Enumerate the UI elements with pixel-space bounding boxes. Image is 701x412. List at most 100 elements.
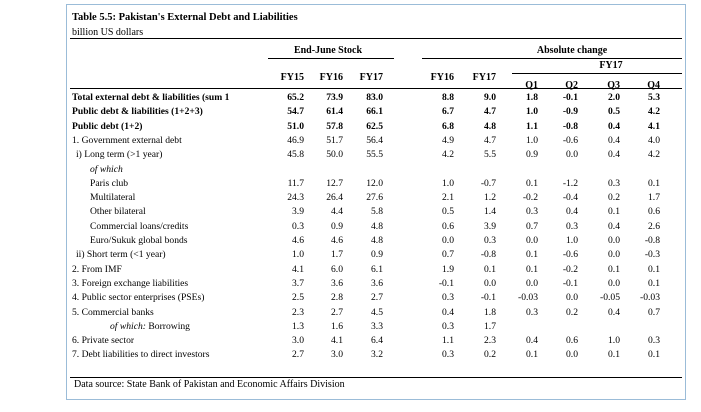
table-row: 3. Foreign exchange liabilities 3.7 3.6 3.6… [0, 278, 701, 291]
table-cell: 0.4 [608, 149, 620, 161]
table-cell: 4.6 [292, 235, 304, 246]
table-cell: 57.8 [326, 120, 343, 132]
table-cell: 2.5 [292, 292, 304, 304]
table-cell: 62.5 [366, 120, 383, 132]
table-cell: 0.1 [648, 177, 660, 189]
table-cell: 83.0 [366, 92, 383, 103]
table-cell: 0.0 [526, 235, 538, 246]
table-cell: 4.6 [331, 235, 343, 246]
change-group-header: Absolute change [536, 45, 608, 56]
row-label: 4. Public sector enterprises (PSEs) [72, 292, 205, 304]
table-cell: 1.0 [442, 177, 454, 189]
table-cell: 27.6 [366, 192, 383, 204]
table-cell: -0.2 [522, 192, 538, 204]
table-title: Table 5.5: Pakistan's External Debt and … [72, 12, 298, 23]
table-cell: 0.0 [566, 349, 578, 361]
table-cell: -0.8 [480, 249, 496, 261]
table-row: Public debt (1+2) 51.0 57.8 62.5 6.8 4.8 1.1 -0… [0, 121, 701, 134]
table-cell: -0.8 [562, 120, 578, 132]
table-cell: -0.2 [562, 263, 578, 275]
table-cell: 1.0 [566, 235, 578, 246]
row-label: Other bilateral [90, 206, 146, 218]
row-label: 7. Debt liabilities to direct investors [72, 349, 210, 361]
table-cell: 2.3 [292, 306, 304, 318]
table-cell: -0.3 [644, 249, 660, 261]
table-cell: 0.4 [608, 134, 620, 146]
table-cell: 2.1 [442, 192, 454, 204]
table-row: Paris club 11.7 12.7 12.0 1.0 -0.7 0.1 -1.2 0.3 0… [0, 178, 701, 191]
table-cell: -0.03 [640, 292, 660, 304]
table-cell: 2.7 [371, 292, 383, 304]
table-cell: 4.1 [648, 120, 660, 132]
table-cell: 1.1 [526, 120, 538, 132]
table-cell: 2.3 [484, 335, 496, 347]
table-cell: 5.5 [484, 149, 496, 161]
table-cell: 3.9 [484, 220, 496, 232]
table-cell: 6.1 [371, 263, 383, 275]
table-cell: 1.2 [484, 192, 496, 204]
stock-group-header: End-June Stock [293, 45, 363, 56]
table-cell: 1.3 [292, 320, 304, 332]
table-cell: 5.3 [648, 92, 660, 103]
table-cell: 0.4 [608, 120, 620, 132]
table-row: Euro/Sukuk global bonds 4.6 4.6 4.8 0.0 0.3 0.… [0, 235, 701, 248]
table-cell: 1.0 [292, 249, 304, 261]
table-cell: 0.1 [526, 263, 538, 275]
table-row: 5. Commercial banks 2.3 2.7 4.5 0.4 1.8 0.3 0.2… [0, 307, 701, 320]
table-cell: 54.7 [287, 106, 304, 118]
column-header: FY17 [472, 72, 496, 83]
table-cell: 1.4 [484, 206, 496, 218]
table-cell: 6.0 [331, 263, 343, 275]
table-subtitle: billion US dollars [72, 27, 144, 38]
column-header: Q4 [647, 80, 660, 91]
column-header: FY16 [319, 72, 343, 83]
table-row: Public debt & liabilities (1+2+3) 54.7 61.… [0, 106, 701, 119]
table-cell: 0.3 [484, 235, 496, 246]
table-cell: 5.8 [371, 206, 383, 218]
table-cell: 0.3 [566, 220, 578, 232]
table-cell: 0.7 [442, 249, 454, 261]
table-cell: 0.1 [526, 177, 538, 189]
row-label: i) Long term (>1 year) [76, 149, 163, 161]
table-cell: 0.4 [442, 306, 454, 318]
table-cell: 2.7 [292, 349, 304, 361]
table-cell: -0.8 [644, 235, 660, 246]
table-cell: 0.3 [608, 177, 620, 189]
table-cell: 4.7 [484, 134, 496, 146]
table-cell: 0.6 [566, 335, 578, 347]
table-row: of which: Borrowing 1.3 1.6 3.3 0.3 1.7 [0, 321, 701, 334]
table-row: 2. From IMF 4.1 6.0 6.1 1.9 0.1 0.1 -0.2 0.1 0.1 [0, 264, 701, 277]
table-cell: 3.0 [292, 335, 304, 347]
table-cell: 0.4 [566, 206, 578, 218]
table-cell: 0.2 [608, 192, 620, 204]
table-cell: 65.2 [287, 92, 304, 103]
row-label: Paris club [90, 177, 129, 189]
column-header: FY17 [359, 72, 383, 83]
table-cell: -0.05 [600, 292, 620, 304]
table-cell: 51.7 [326, 134, 343, 146]
table-cell: 0.9 [526, 149, 538, 161]
column-header: FY16 [430, 72, 454, 83]
table-cell: 3.9 [292, 206, 304, 218]
table-cell: 2.0 [608, 92, 620, 103]
column-header: Q1 [525, 80, 538, 91]
table-cell: 0.6 [648, 206, 660, 218]
table-cell: -0.1 [438, 277, 454, 289]
table-cell: 8.8 [442, 92, 454, 103]
table-cell: -0.1 [562, 92, 578, 103]
table-cell: 4.2 [442, 149, 454, 161]
table-cell: 0.1 [648, 263, 660, 275]
table-cell: 4.9 [442, 134, 454, 146]
table-cell: 0.4 [526, 335, 538, 347]
table-cell: 0.3 [648, 335, 660, 347]
table-cell: 24.3 [287, 192, 304, 204]
table-cell: 0.1 [648, 277, 660, 289]
table-cell: 0.3 [442, 292, 454, 304]
row-label: 3. Foreign exchange liabilities [72, 277, 189, 289]
table-cell: 3.3 [371, 320, 383, 332]
table-cell: 0.3 [526, 206, 538, 218]
table-cell: 61.4 [326, 106, 343, 118]
row-label: Public debt (1+2) [72, 120, 143, 132]
table-cell: -0.1 [480, 292, 496, 304]
table-cell: 3.2 [371, 349, 383, 361]
